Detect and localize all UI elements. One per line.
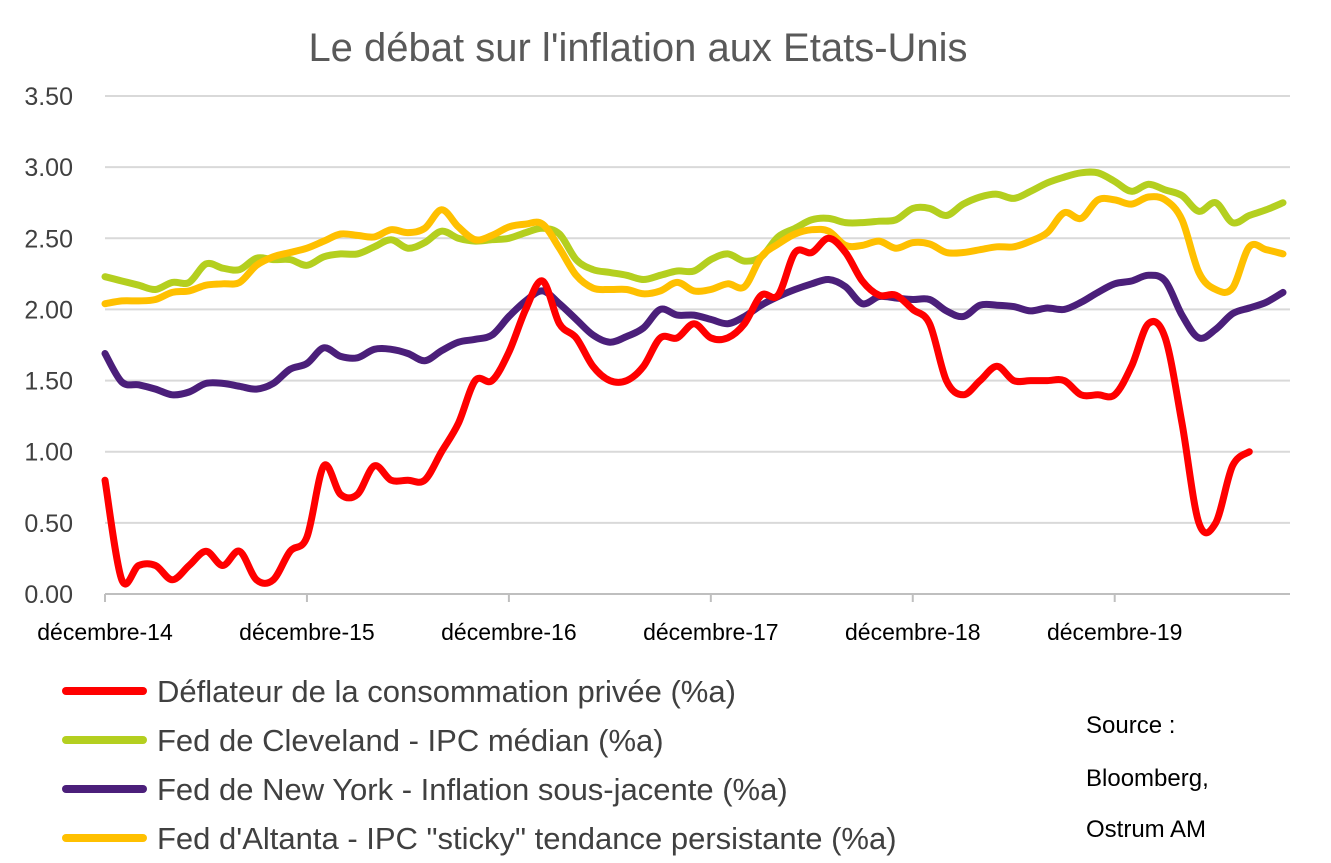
x-tick-label: décembre-19	[1047, 619, 1183, 645]
series-line-3	[101, 193, 1287, 308]
legend-label-0: Déflateur de la consommation privée (%a)	[157, 674, 736, 709]
x-tick-label: décembre-16	[441, 619, 577, 645]
series-lines	[101, 168, 1287, 588]
series-line-0	[101, 234, 1253, 588]
y-axis-tick-labels: 0.00 0.50 1.00 1.50 2.00 2.50 3.00 3.50	[24, 83, 73, 609]
y-tick-label: 1.50	[24, 368, 73, 396]
source-line-2: Bloomberg,	[1086, 765, 1209, 792]
source-line-3: Ostrum AM	[1086, 816, 1206, 843]
series-line-1	[101, 168, 1287, 294]
y-tick-label: 2.00	[24, 296, 73, 324]
source-annotation: Source : Bloomberg, Ostrum AM	[1086, 712, 1209, 843]
y-tick-label: 3.00	[24, 154, 73, 182]
x-tick-label: décembre-14	[37, 619, 173, 645]
x-tick-label: décembre-17	[643, 619, 779, 645]
series-line-2	[101, 271, 1287, 399]
x-tick-label: décembre-18	[845, 619, 981, 645]
legend-label-3: Fed d'Altanta - IPC "sticky" tendance pe…	[157, 821, 897, 856]
x-axis: décembre-14 décembre-15 décembre-16 décembr…	[37, 593, 1290, 645]
y-tick-label: 0.50	[24, 510, 73, 538]
legend: Déflateur de la consommation privée (%a)…	[62, 674, 897, 856]
source-line-1: Source :	[1086, 712, 1175, 739]
legend-label-1: Fed de Cleveland - IPC médian (%a)	[157, 723, 664, 758]
legend-label-2: Fed de New York - Inflation sous-jacente…	[157, 772, 788, 807]
chart-title: Le débat sur l'inflation aux Etats-Unis	[308, 26, 967, 70]
y-tick-label: 1.00	[24, 439, 73, 467]
y-tick-label: 2.50	[24, 225, 73, 253]
y-tick-label: 3.50	[24, 83, 73, 111]
y-tick-label: 0.00	[24, 581, 73, 609]
x-tick-label: décembre-15	[239, 619, 375, 645]
gridlines	[105, 95, 1290, 524]
